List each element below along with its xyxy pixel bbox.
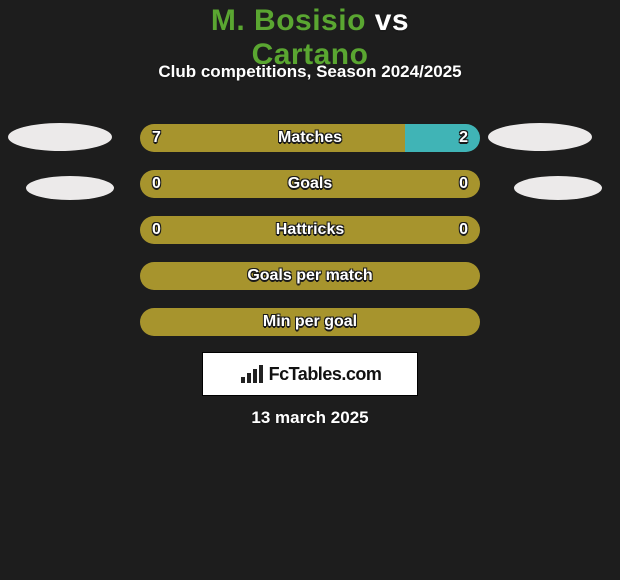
decorative-ellipse [514, 176, 602, 200]
bar-label: Goals [288, 175, 332, 193]
stat-bar-row: Hattricks 0 0 [140, 216, 480, 244]
bar-value-left: 0 [152, 221, 161, 239]
subtitle: Club competitions, Season 2024/2025 [158, 62, 461, 82]
bar-value-right: 2 [459, 129, 468, 147]
bar-value-left: 0 [152, 175, 161, 193]
stat-bars: Matches 7 2 Goals 0 0 Hattricks 0 0 Goals per mat… [140, 124, 480, 354]
bars-icon [239, 363, 265, 385]
decorative-ellipse [488, 123, 592, 151]
logo-text: FcTables.com [269, 364, 382, 385]
stat-bar-row: Matches 7 2 [140, 124, 480, 152]
player-left-name: M. Bosisio [211, 4, 366, 37]
title-vs: vs [366, 4, 409, 37]
date-label: 13 march 2025 [251, 408, 368, 428]
bar-segment-right [310, 170, 480, 198]
bar-label: Matches [278, 129, 342, 147]
decorative-ellipse [26, 176, 114, 200]
bar-label: Min per goal [263, 313, 357, 331]
stat-bar-row: Min per goal [140, 308, 480, 336]
bar-value-right: 0 [459, 175, 468, 193]
decorative-ellipse [8, 123, 112, 151]
stat-bar-row: Goals per match [140, 262, 480, 290]
comparison-infographic: M. Bosisio vs Cartano Club competitions,… [0, 0, 620, 580]
logo-badge: FcTables.com [202, 352, 418, 396]
bar-segment-right [405, 124, 480, 152]
bar-segment-left [140, 170, 310, 198]
bar-segment-left [140, 124, 405, 152]
bar-value-left: 7 [152, 129, 161, 147]
bar-value-right: 0 [459, 221, 468, 239]
bar-label: Goals per match [247, 267, 372, 285]
stat-bar-row: Goals 0 0 [140, 170, 480, 198]
bar-label: Hattricks [276, 221, 344, 239]
